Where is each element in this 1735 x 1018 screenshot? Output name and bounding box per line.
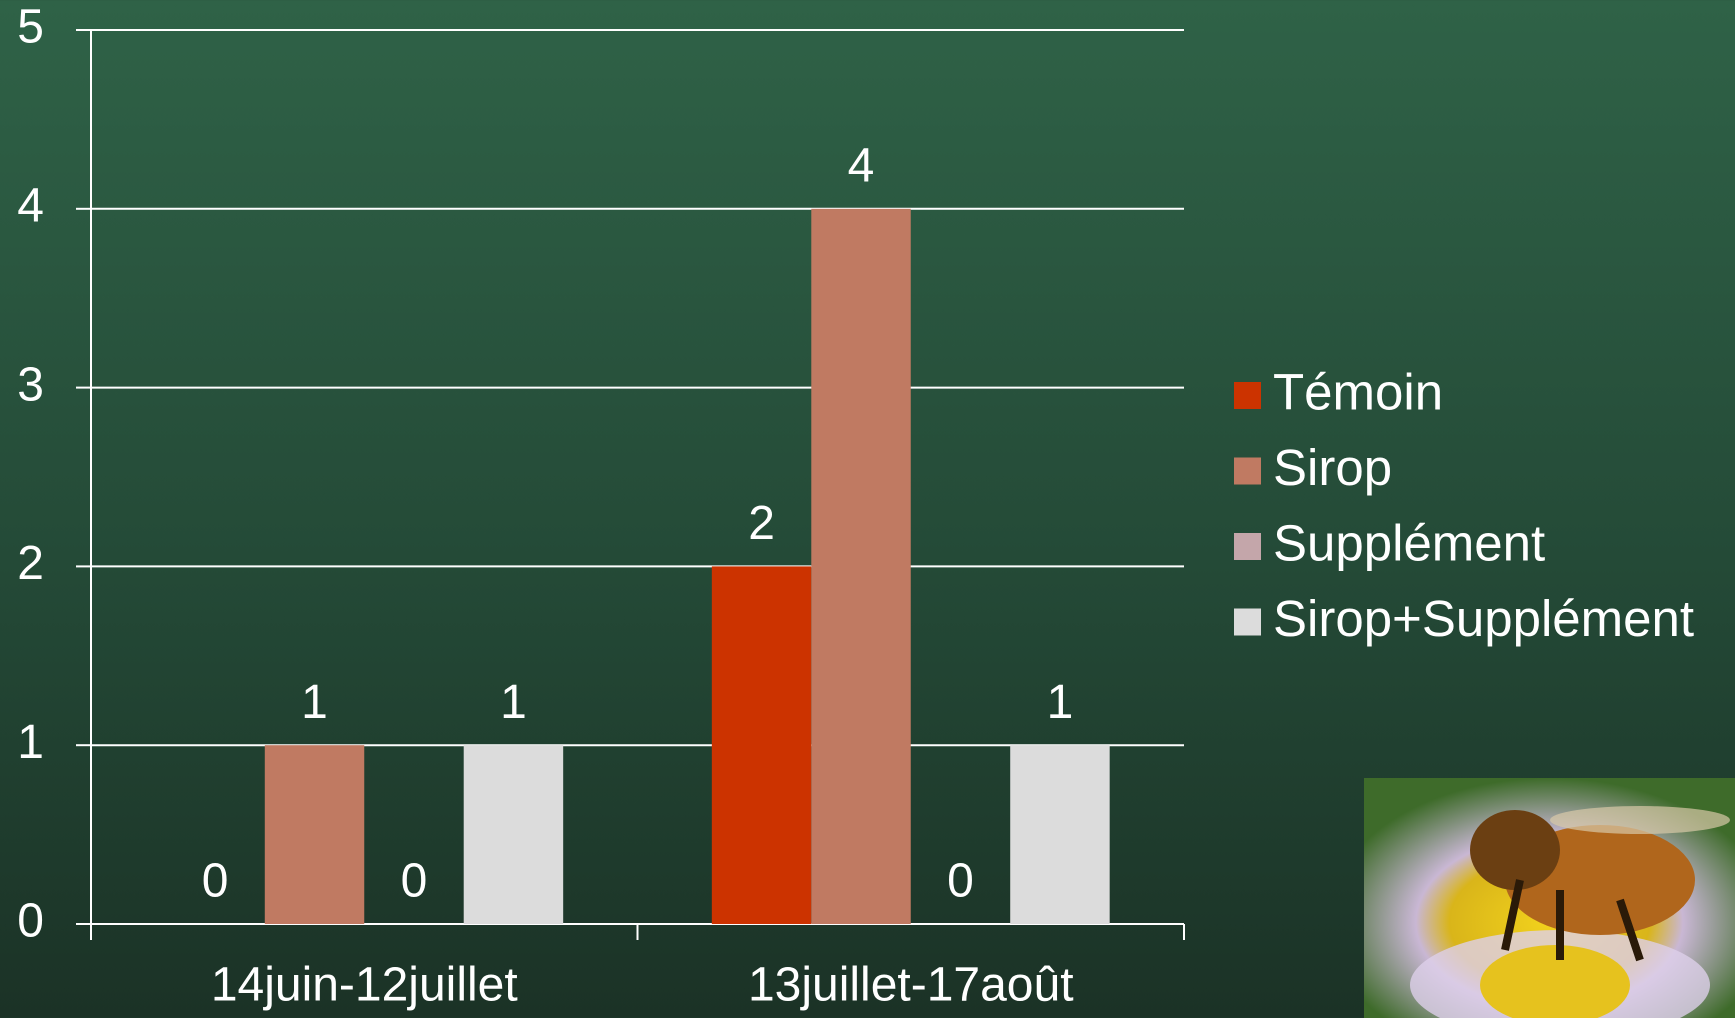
bar xyxy=(811,209,910,924)
chart: 0 1 2 3 4 5 14juin-12juillet 0 1 0 1 13juillet-17ao… xyxy=(0,0,1735,1018)
data-label: 1 xyxy=(500,676,527,729)
legend-swatch xyxy=(1234,609,1261,636)
x-tick-label: 13juillet-17août xyxy=(748,959,1074,1012)
y-tick-label: 2 xyxy=(17,537,44,590)
legend-swatch xyxy=(1234,533,1261,560)
legend-swatch xyxy=(1234,382,1261,409)
y-tick-label: 1 xyxy=(17,716,44,769)
legend-label: Sirop xyxy=(1273,439,1392,496)
y-tick-label: 3 xyxy=(17,358,44,411)
bar xyxy=(712,566,811,924)
bar xyxy=(265,745,364,924)
legend-label: Sirop+Supplément xyxy=(1273,590,1694,647)
legend-swatch xyxy=(1234,458,1261,485)
x-tick-label: 14juin-12juillet xyxy=(211,959,518,1012)
data-label: 1 xyxy=(301,676,328,729)
data-label: 0 xyxy=(202,855,229,908)
data-label: 1 xyxy=(1047,676,1074,729)
y-tick-label: 5 xyxy=(17,1,44,54)
y-tick-label: 0 xyxy=(17,895,44,948)
page: 0 1 2 3 4 5 14juin-12juillet 0 1 0 1 13juillet-17ao… xyxy=(0,0,1735,1018)
bar xyxy=(464,745,563,924)
y-tick-label: 4 xyxy=(17,179,44,232)
bar xyxy=(1010,745,1109,924)
legend-label: Témoin xyxy=(1273,363,1443,420)
bee-photo xyxy=(1364,778,1735,1018)
data-label: 2 xyxy=(748,497,775,550)
data-label: 0 xyxy=(401,855,428,908)
data-label: 0 xyxy=(947,855,974,908)
data-label: 4 xyxy=(848,139,875,192)
legend-label: Supplément xyxy=(1273,514,1545,571)
